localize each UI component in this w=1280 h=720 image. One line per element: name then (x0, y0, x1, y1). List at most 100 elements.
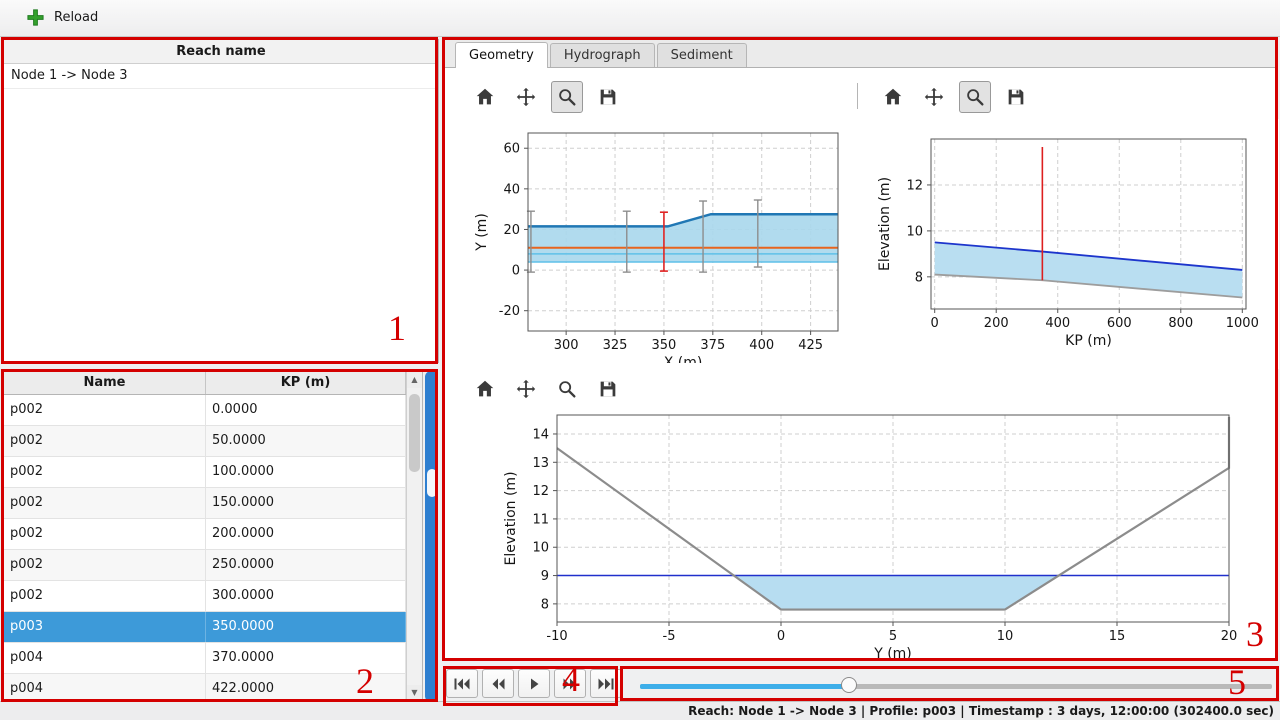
plan-view-plot[interactable]: 300 325 350 375 400 425 -20 0 20 40 60 X (m) Y (m) (453, 121, 863, 363)
home-icon (476, 88, 494, 105)
pan-icon (924, 87, 944, 107)
save-button[interactable] (592, 81, 624, 113)
time-slider-fill (640, 684, 849, 689)
zoom-icon (967, 89, 984, 106)
skip-start-icon (454, 678, 470, 689)
svg-text:20: 20 (503, 223, 520, 238)
table-row[interactable]: p004 422.0000 (4, 674, 422, 701)
cell-kp: 370.0000 (206, 643, 406, 673)
cell-kp: 422.0000 (206, 674, 406, 701)
scroll-up-icon[interactable]: ▲ (407, 372, 422, 388)
cell-name: p004 (4, 674, 206, 701)
cell-kp: 150.0000 (206, 488, 406, 518)
toolbar-separator (857, 83, 858, 109)
svg-text:-20: -20 (499, 304, 520, 319)
pan-button[interactable] (510, 81, 542, 113)
cell-kp: 200.0000 (206, 519, 406, 549)
zoom-button[interactable] (959, 81, 991, 113)
column-header-kp[interactable]: KP (m) (206, 372, 406, 394)
svg-text:400: 400 (749, 338, 774, 353)
table-scrollbar-thumb[interactable] (409, 394, 420, 472)
seek-backward-button[interactable] (482, 669, 514, 698)
svg-text:0: 0 (512, 264, 520, 279)
svg-text:325: 325 (603, 338, 628, 353)
home-button[interactable] (469, 81, 501, 113)
time-slider[interactable] (640, 684, 1272, 689)
table-scrollbar[interactable]: ▲ ▼ (406, 372, 422, 701)
seek-forward-button[interactable] (554, 669, 586, 698)
skip-start-button[interactable] (446, 669, 478, 698)
table-row[interactable]: p002 250.0000 (4, 550, 422, 581)
cell-kp: 100.0000 (206, 457, 406, 487)
home-button[interactable] (877, 81, 909, 113)
save-icon (600, 89, 616, 105)
seek-backward-icon (492, 678, 505, 689)
reach-list[interactable]: Node 1 -> Node 3 (4, 64, 438, 89)
svg-text:350: 350 (652, 338, 677, 353)
time-slider-handle[interactable] (840, 677, 857, 693)
svg-text:425: 425 (798, 338, 823, 353)
cross-section-plot[interactable]: -10 -5 0 5 10 15 20 8 9 10 11 12 13 14 Y (m) Elevation … (457, 407, 1267, 659)
svg-text:5: 5 (889, 629, 897, 644)
long-profile-plot[interactable]: 0 200 400 600 800 1000 8 10 12 KP (m) Elevation (m… (863, 119, 1279, 369)
svg-text:8: 8 (541, 597, 549, 612)
save-button[interactable] (1000, 81, 1032, 113)
table-row[interactable]: p002 200.0000 (4, 519, 422, 550)
panel-scrollbar-thumb[interactable] (426, 469, 437, 497)
profile-table-body: p002 0.0000 p002 50.0000 p002 100.0000 p002 150… (4, 395, 422, 701)
save-button[interactable] (592, 373, 624, 405)
cell-name: p002 (4, 550, 206, 580)
play-button[interactable] (518, 669, 550, 698)
table-row[interactable]: p004 370.0000 (4, 643, 422, 674)
profile-table-panel: Name KP (m) p002 0.0000 p002 50.0000 p002 100… (3, 371, 423, 702)
table-row[interactable]: p002 100.0000 (4, 457, 422, 488)
scroll-down-icon[interactable]: ▼ (407, 685, 422, 701)
svg-text:600: 600 (1107, 316, 1132, 331)
svg-text:1000: 1000 (1226, 316, 1259, 331)
column-header-name[interactable]: Name (4, 372, 206, 394)
panel-scrollbar[interactable] (425, 371, 438, 702)
home-icon (884, 88, 902, 105)
home-icon (476, 380, 494, 397)
svg-text:Elevation (m): Elevation (m) (503, 471, 519, 565)
tab-sediment[interactable]: Sediment (656, 43, 747, 67)
pan-icon (516, 379, 536, 399)
tab-hydrograph[interactable]: Hydrograph (549, 43, 655, 67)
pan-button[interactable] (918, 81, 950, 113)
reach-list-item[interactable]: Node 1 -> Node 3 (4, 64, 438, 89)
seek-forward-icon (563, 678, 576, 689)
cell-name: p002 (4, 457, 206, 487)
svg-text:60: 60 (503, 142, 520, 157)
svg-text:15: 15 (1109, 629, 1126, 644)
zoom-button[interactable] (551, 373, 583, 405)
table-row[interactable]: p003 350.0000 (4, 612, 422, 643)
reload-plus-icon (27, 9, 44, 26)
zoom-icon (559, 381, 576, 398)
table-row[interactable]: p002 0.0000 (4, 395, 422, 426)
pan-icon (516, 87, 536, 107)
tab-bar: Geometry Hydrograph Sediment (445, 40, 1277, 68)
status-bar: Reach: Node 1 -> Node 3 | Profile: p003 … (0, 701, 1280, 720)
svg-text:X (m): X (m) (664, 355, 703, 363)
home-button[interactable] (469, 373, 501, 405)
svg-text:12: 12 (532, 484, 549, 499)
tab-geometry[interactable]: Geometry (455, 42, 548, 68)
svg-text:300: 300 (554, 338, 579, 353)
table-row[interactable]: p002 150.0000 (4, 488, 422, 519)
svg-text:Y (m): Y (m) (474, 213, 490, 252)
reload-button[interactable]: Reload (16, 4, 108, 31)
save-icon (600, 381, 616, 397)
svg-text:9: 9 (541, 569, 549, 584)
table-row[interactable]: p002 300.0000 (4, 581, 422, 612)
svg-text:10: 10 (906, 224, 923, 239)
zoom-button[interactable] (551, 81, 583, 113)
pan-button[interactable] (510, 373, 542, 405)
play-icon (531, 678, 539, 689)
svg-text:10: 10 (532, 541, 549, 556)
cross-section-toolbar (469, 373, 624, 405)
skip-end-button[interactable] (590, 669, 622, 698)
svg-text:0: 0 (777, 629, 785, 644)
cell-name: p004 (4, 643, 206, 673)
table-row[interactable]: p002 50.0000 (4, 426, 422, 457)
